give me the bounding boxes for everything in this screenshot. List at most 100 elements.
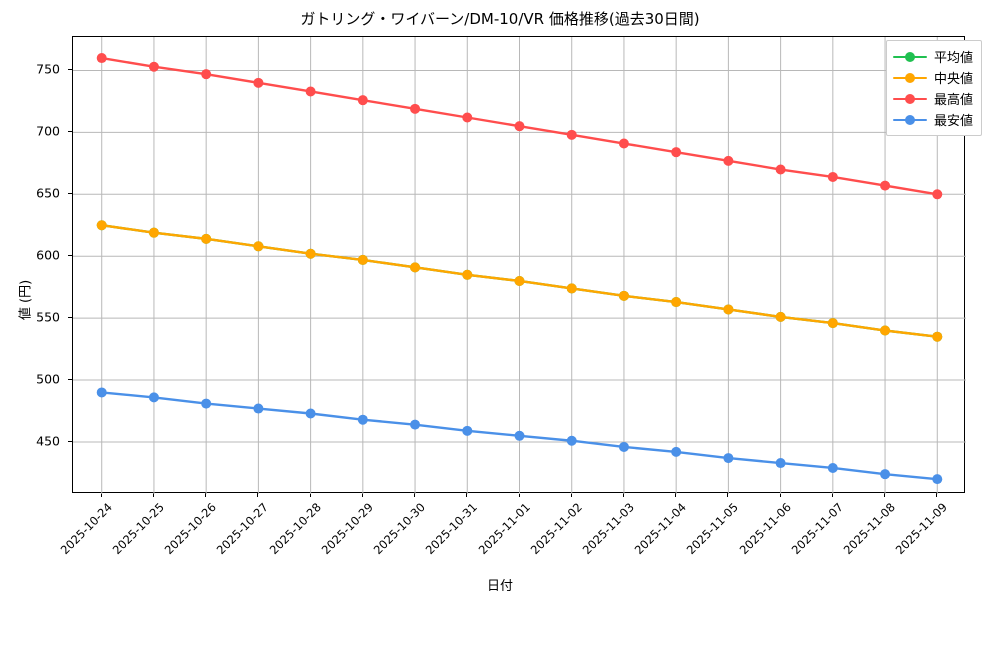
data-point (880, 180, 891, 191)
x-axis-tick-mark (936, 493, 938, 497)
data-point (357, 254, 368, 265)
y-axis-tick-mark (68, 255, 72, 257)
data-point (618, 138, 629, 149)
data-point (96, 220, 107, 231)
legend-label: 中央値 (933, 72, 973, 87)
data-point (932, 331, 943, 342)
chart-legend: 平均値中央値最高値最安値 (885, 40, 982, 136)
data-point (723, 155, 734, 166)
y-axis-tick-label: 600 (36, 247, 60, 263)
data-point (723, 453, 734, 464)
data-point (566, 129, 577, 140)
data-point (253, 241, 264, 252)
x-axis-tick-mark (466, 493, 468, 497)
data-point (618, 290, 629, 301)
data-point (253, 77, 264, 88)
x-axis-tick-mark (309, 493, 311, 497)
data-point (566, 283, 577, 294)
data-point (410, 103, 421, 114)
data-point (96, 387, 107, 398)
data-point (462, 112, 473, 123)
data-point (201, 398, 212, 409)
data-point (305, 248, 316, 259)
x-axis-tick-mark (100, 493, 102, 497)
data-point (671, 446, 682, 457)
legend-marker-icon (892, 71, 927, 85)
x-axis-tick-mark (884, 493, 886, 497)
y-axis-tick-label: 700 (36, 123, 60, 139)
data-point (514, 430, 525, 441)
data-point (410, 262, 421, 273)
x-axis-label: 日付 (486, 579, 513, 594)
x-axis-tick-mark (361, 493, 363, 497)
legend-marker-icon (892, 50, 927, 64)
data-point (671, 297, 682, 308)
x-axis-tick-mark (152, 493, 154, 497)
y-axis-tick-mark (68, 131, 72, 133)
chart-title: ガトリング・ワイバーン/DM-10/VR 価格推移(過去30日間) (300, 10, 700, 28)
data-series-layer (96, 53, 943, 485)
data-point (148, 392, 159, 403)
data-point (357, 95, 368, 106)
data-point (201, 69, 212, 80)
y-axis-tick-label: 450 (36, 433, 60, 449)
y-axis-tick-label: 550 (36, 309, 60, 325)
chart-figure: ガトリング・ワイバーン/DM-10/VR 価格推移(過去30日間) 値 (円) … (18, 10, 982, 594)
legend-item-中央値[interactable]: 中央値 (892, 67, 973, 88)
data-point (148, 227, 159, 238)
y-axis-tick-label: 750 (36, 61, 60, 77)
x-axis-tick-mark (518, 493, 520, 497)
legend-label: 最高値 (933, 93, 973, 108)
x-axis-tick-mark (831, 493, 833, 497)
y-axis-tick-label: 500 (36, 371, 60, 387)
y-axis-tick-label: 650 (36, 185, 60, 201)
x-axis-tick-mark (727, 493, 729, 497)
y-axis-tick-mark (68, 193, 72, 195)
data-point (410, 419, 421, 430)
y-axis-tick-mark (68, 440, 72, 442)
data-point (775, 458, 786, 469)
grid-lines (73, 37, 966, 494)
y-axis-tick-mark (68, 317, 72, 319)
data-point (671, 147, 682, 158)
legend-label: 平均値 (933, 51, 973, 66)
legend-item-平均値[interactable]: 平均値 (892, 46, 973, 67)
data-point (253, 403, 264, 414)
legend-marker-icon (892, 113, 927, 127)
x-axis-tick-mark (414, 493, 416, 497)
legend-item-最高値[interactable]: 最高値 (892, 88, 973, 109)
x-axis-tick-mark (622, 493, 624, 497)
data-point (201, 233, 212, 244)
x-axis-tick-mark (779, 493, 781, 497)
data-point (148, 61, 159, 72)
data-point (775, 311, 786, 322)
data-point (932, 189, 943, 200)
data-point (827, 171, 838, 182)
data-point (827, 318, 838, 329)
data-point (462, 425, 473, 436)
data-point (96, 53, 107, 64)
legend-label: 最安値 (933, 114, 973, 129)
data-point (827, 462, 838, 473)
data-point (566, 435, 577, 446)
y-axis-tick-mark (68, 379, 72, 381)
y-axis-tick-mark (68, 69, 72, 71)
x-axis-tick-mark (675, 493, 677, 497)
plot-area (72, 36, 966, 494)
data-point (880, 325, 891, 336)
x-axis-tick-mark (570, 493, 572, 497)
x-axis-tick-mark (205, 493, 207, 497)
data-point (305, 408, 316, 419)
data-point (880, 469, 891, 480)
data-point (357, 414, 368, 425)
data-point (462, 269, 473, 280)
data-point (775, 164, 786, 175)
legend-item-最安値[interactable]: 最安値 (892, 109, 973, 130)
data-point (723, 304, 734, 315)
legend-marker-icon (892, 92, 927, 106)
data-point (514, 121, 525, 132)
x-axis-tick-mark (257, 493, 259, 497)
data-point (618, 441, 629, 452)
data-point (514, 275, 525, 286)
data-point (305, 86, 316, 97)
